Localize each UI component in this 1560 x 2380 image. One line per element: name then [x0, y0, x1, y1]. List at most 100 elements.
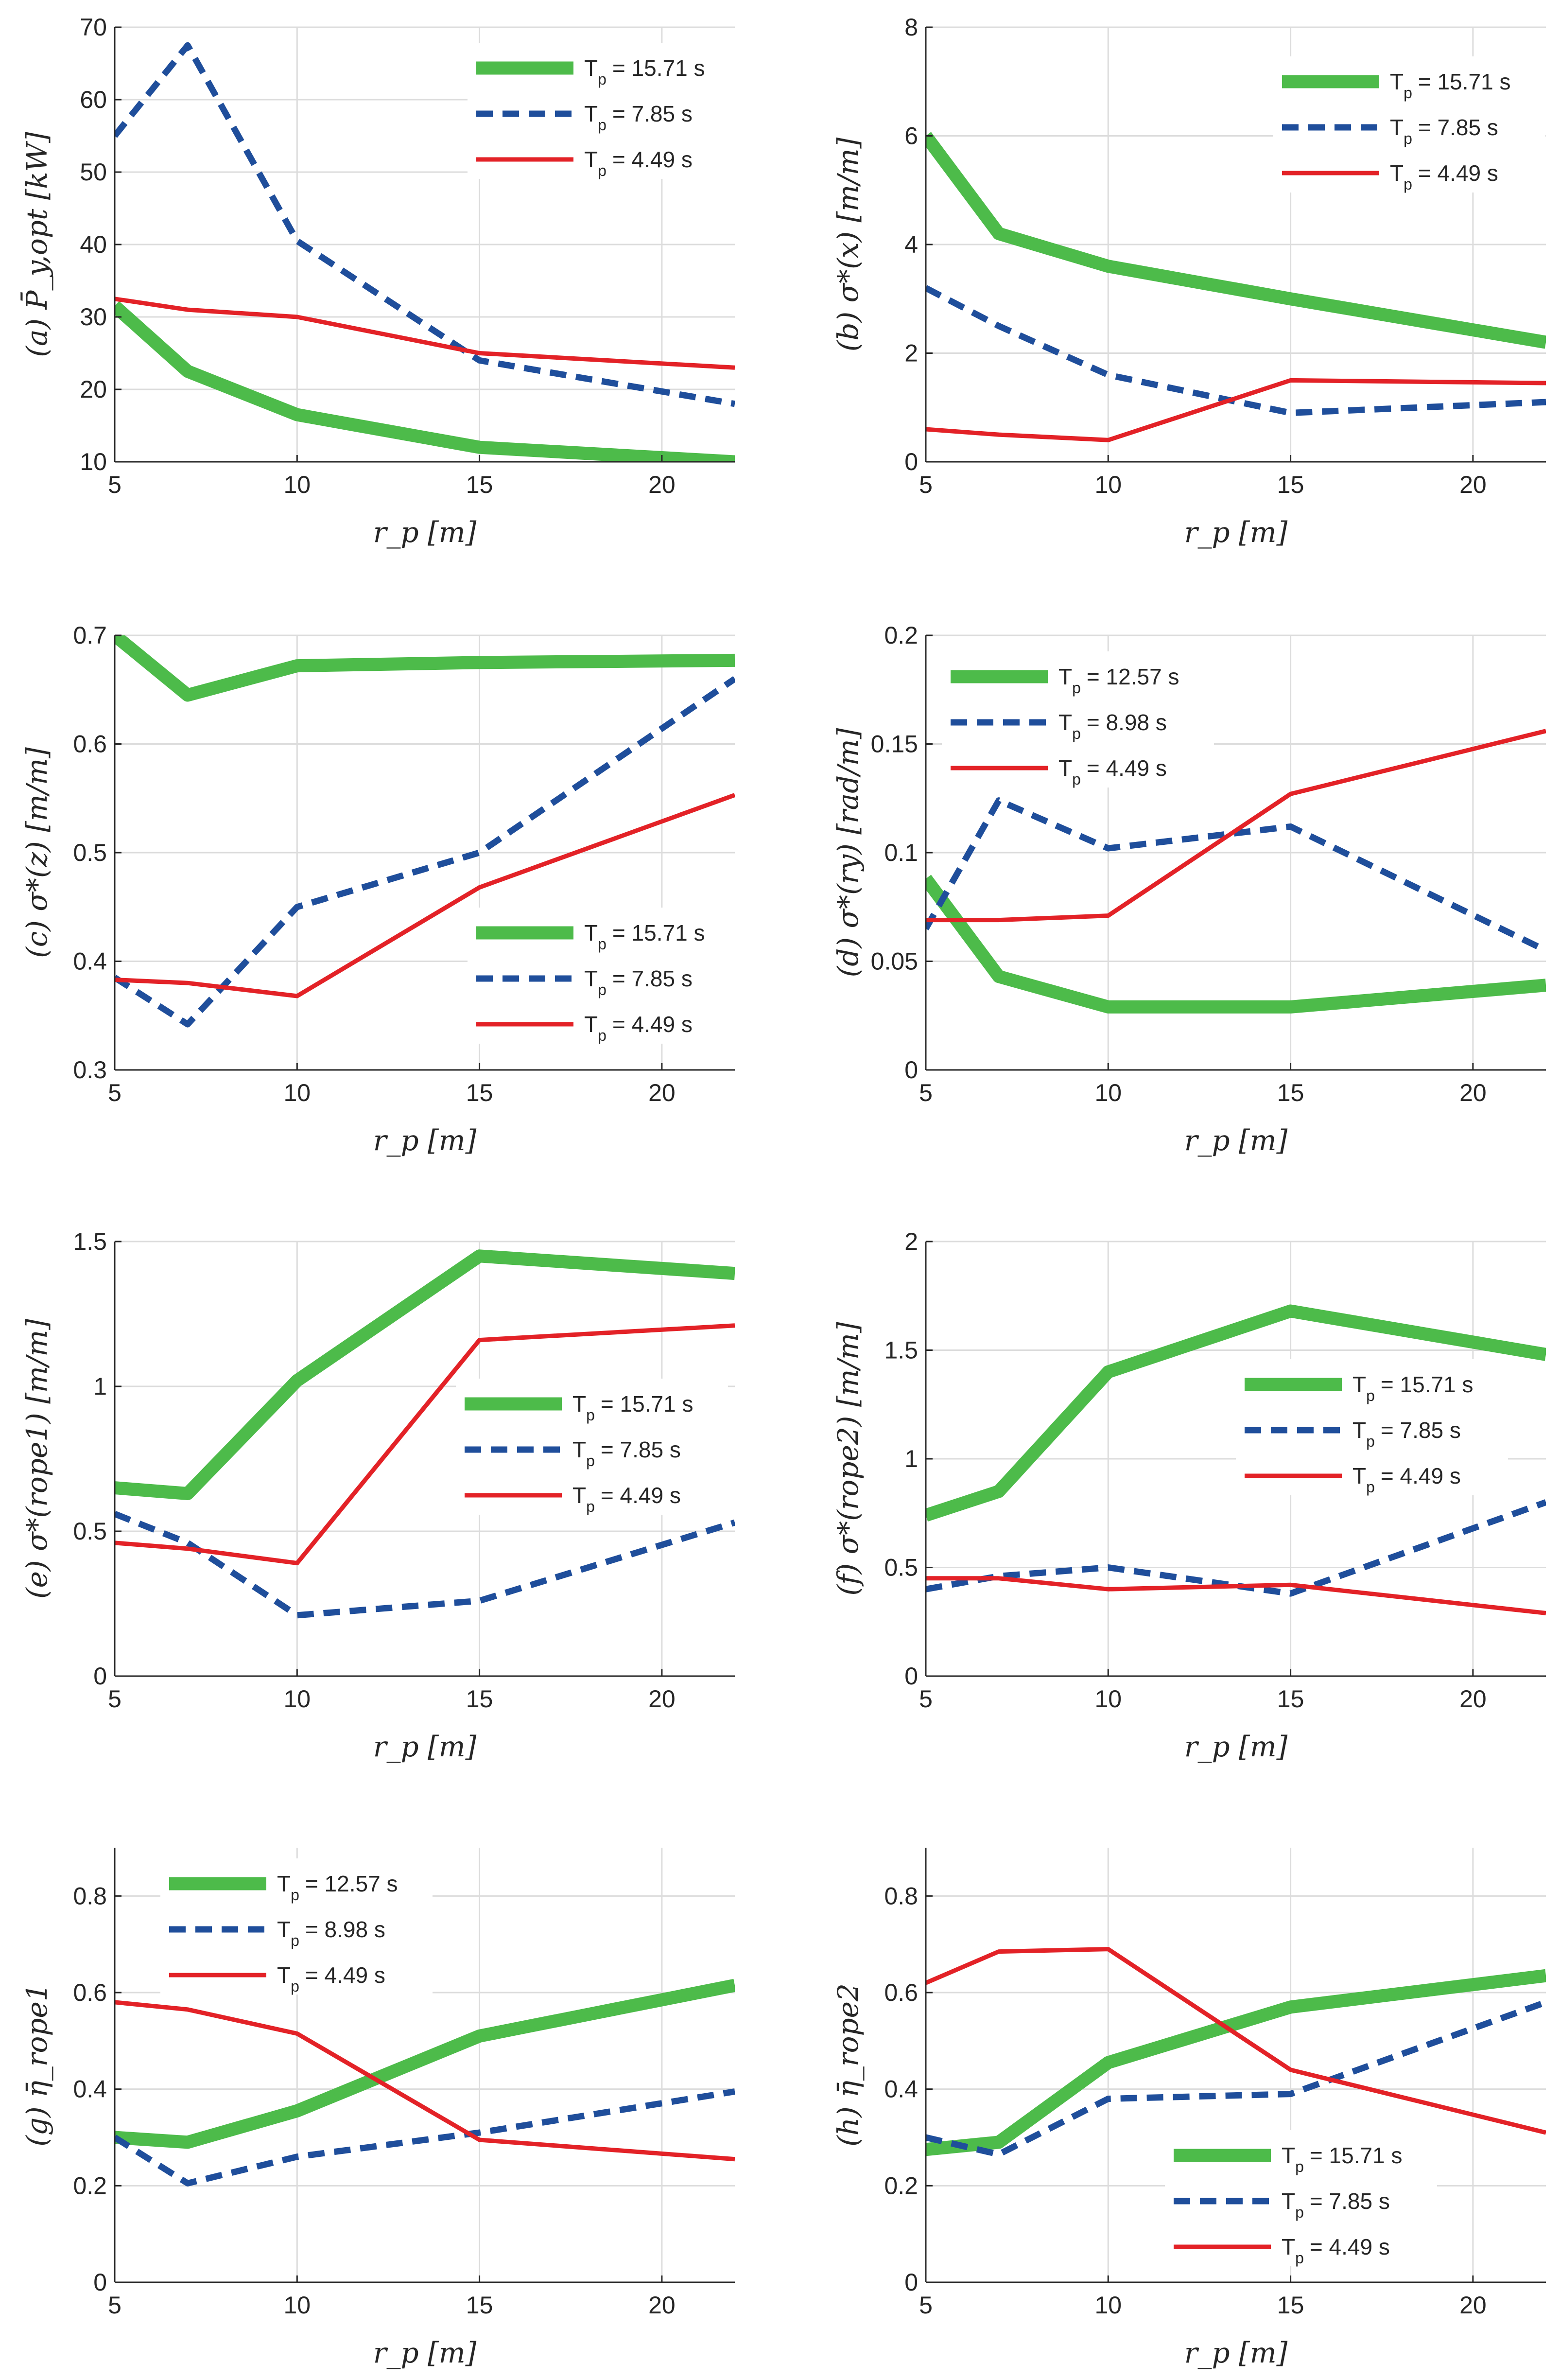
legend-subscript: p — [291, 1978, 299, 1995]
series-line-15-71-s — [926, 1969, 1546, 2156]
y-tick-label: 0.8 — [884, 1882, 918, 1909]
y-tick-label: 0.1 — [884, 839, 918, 866]
panel-b: 5 10 15 20 0 2 4 6 8 r_p [m] (b) σ*(x) [m/m] Tp = 15… — [832, 14, 1546, 549]
legend-entry: Tp = 4.49 s — [1058, 755, 1167, 788]
legend-subscript: p — [1295, 2249, 1304, 2267]
x-tick-label: 15 — [1277, 1685, 1304, 1713]
series-line-7-85-s — [115, 42, 735, 407]
y-tick-label: 1.5 — [884, 1337, 918, 1364]
y-tick-label: 0.7 — [73, 622, 107, 649]
y-tick-label: 30 — [80, 303, 107, 331]
legend-value: = 4.49 s — [1381, 1463, 1461, 1488]
x-axis-label: r_p [m] — [373, 516, 477, 549]
legend-subscript: p — [291, 1886, 299, 1904]
legend-value: = 7.85 s — [601, 1437, 681, 1462]
legend-symbol: T — [584, 55, 598, 81]
x-tick-label: 5 — [919, 1079, 933, 1106]
legend-subscript: p — [1404, 175, 1412, 193]
legend-entry: Tp = 4.49 s — [572, 1483, 681, 1515]
legend-entry: Tp = 4.49 s — [1390, 160, 1498, 193]
legend-symbol: T — [1282, 2188, 1295, 2214]
series-line-4-49-s — [926, 729, 1546, 923]
x-tick-label: 10 — [283, 1079, 311, 1106]
legend-symbol: T — [584, 1012, 598, 1037]
panel-d: 5 10 15 20 0 0.05 0.1 0.15 0.2 r_p [m] (d) σ*(ry) … — [832, 622, 1546, 1157]
y-axis-label: (c) σ*(z) [m/m] — [20, 747, 53, 958]
legend-entry: Tp = 4.49 s — [1282, 2234, 1390, 2267]
legend-symbol: T — [1352, 1463, 1366, 1488]
series-line-4-49-s — [926, 1576, 1546, 1615]
panel-e: 5 10 15 20 0 0.5 1 1.5 r_p [m] (e) σ*(rope1) [m/m… — [20, 1228, 735, 1763]
x-tick-label: 10 — [283, 471, 311, 498]
x-tick-label: 20 — [648, 471, 676, 498]
legend: Tp = 15.71 s Tp = 7.85 s Tp = 4.49 s — [1236, 1359, 1508, 1496]
legend-subscript: p — [1072, 725, 1081, 742]
x-tick-label: 5 — [108, 471, 121, 498]
x-axis-label: r_p [m] — [373, 2336, 477, 2369]
legend: Tp = 15.71 s Tp = 7.85 s Tp = 4.49 s — [1165, 2130, 1437, 2267]
legend-value: = 7.85 s — [612, 966, 693, 991]
x-tick-label: 20 — [1459, 471, 1487, 498]
legend-subscript: p — [1404, 84, 1412, 102]
x-tick-label: 20 — [1459, 1685, 1487, 1713]
legend-entry: Tp = 4.49 s — [584, 147, 693, 179]
y-tick-label: 0.15 — [871, 731, 918, 758]
legend-value: = 7.85 s — [1418, 115, 1498, 140]
legend-value: = 7.85 s — [612, 101, 693, 126]
legend-symbol: T — [1352, 1418, 1366, 1443]
y-tick-label: 1.5 — [73, 1228, 107, 1255]
y-tick-label: 0.5 — [73, 839, 107, 866]
y-tick-label: 2 — [904, 1228, 918, 1255]
legend-entry: Tp = 7.85 s — [1282, 2188, 1390, 2221]
legend-symbol: T — [1390, 160, 1404, 186]
legend-entry: Tp = 12.57 s — [277, 1871, 398, 1904]
legend-symbol: T — [572, 1483, 586, 1508]
y-tick-label: 0.6 — [884, 1979, 918, 2006]
y-tick-label: 1 — [93, 1373, 107, 1400]
legend-subscript: p — [586, 1452, 595, 1470]
series-line-15-71-s — [115, 301, 735, 462]
series-line-15-71-s — [926, 1304, 1546, 1522]
x-axis-label: r_p [m] — [1184, 1124, 1288, 1157]
legend-value: = 4.49 s — [612, 147, 693, 172]
y-tick-label: 70 — [80, 14, 107, 41]
legend-entry: Tp = 4.49 s — [584, 1012, 693, 1044]
x-tick-label: 5 — [108, 1685, 121, 1713]
x-axis-label: r_p [m] — [373, 1730, 477, 1763]
y-tick-label: 0 — [93, 2269, 107, 2296]
x-axis-label: r_p [m] — [1184, 1730, 1288, 1763]
y-tick-label: 0.2 — [884, 2172, 918, 2199]
legend-subscript: p — [598, 981, 607, 998]
legend-value: = 8.98 s — [305, 1917, 385, 1942]
legend-value: = 4.49 s — [1310, 2234, 1390, 2259]
y-axis-label: (e) σ*(rope1) [m/m] — [20, 1319, 53, 1599]
legend-entry: Tp = 15.71 s — [1352, 1372, 1473, 1404]
y-tick-label: 50 — [80, 158, 107, 186]
x-tick-label: 15 — [466, 1685, 493, 1713]
y-axis-label: (d) σ*(ry) [rad/m] — [832, 728, 865, 977]
legend-subscript: p — [1366, 1433, 1375, 1450]
legend-subscript: p — [598, 162, 607, 179]
series-line-7-85-s — [926, 1499, 1546, 1597]
legend-entry: Tp = 12.57 s — [1058, 664, 1179, 697]
y-axis-label: (g) η̄_rope1 — [20, 1983, 53, 2147]
legend-entry: Tp = 8.98 s — [1058, 710, 1167, 742]
x-axis-label: r_p [m] — [373, 1124, 477, 1157]
legend-subscript: p — [1295, 2204, 1304, 2221]
x-tick-label: 15 — [466, 1079, 493, 1106]
legend-subscript: p — [1366, 1387, 1375, 1404]
y-tick-label: 0 — [93, 1662, 107, 1690]
x-tick-label: 10 — [1094, 1685, 1122, 1713]
series-line-15-71-s — [926, 132, 1546, 349]
legend-symbol: T — [572, 1437, 586, 1462]
legend-subscript: p — [598, 70, 607, 88]
y-tick-label: 2 — [904, 340, 918, 367]
y-tick-label: 0 — [904, 448, 918, 475]
panel-c: 5 10 15 20 0.3 0.4 0.5 0.6 0.7 r_p [m] (c) σ*(z) [… — [20, 622, 740, 1157]
series-line-8-98-s — [926, 797, 1546, 954]
legend-subscript: p — [1404, 130, 1412, 147]
legend-symbol: T — [1282, 2143, 1295, 2168]
x-tick-label: 20 — [648, 1079, 676, 1106]
